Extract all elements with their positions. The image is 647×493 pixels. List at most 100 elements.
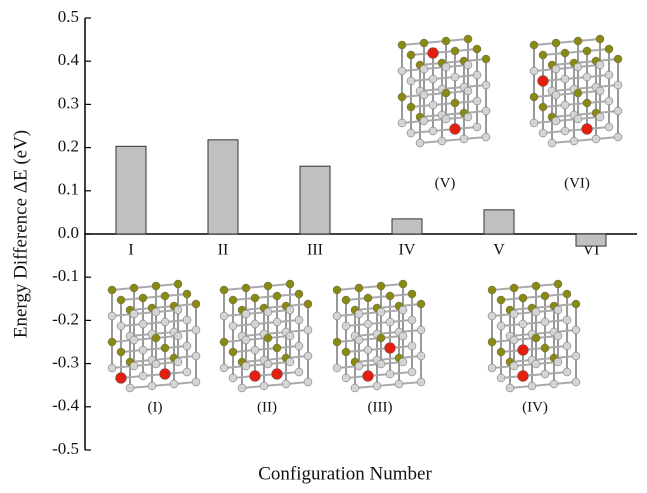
atom [419, 90, 429, 100]
atom [505, 383, 515, 393]
atom [529, 66, 539, 76]
atom [219, 311, 229, 321]
atom [613, 80, 623, 90]
atom [416, 351, 426, 361]
atom [487, 337, 497, 347]
atom [259, 381, 269, 391]
atom [398, 357, 408, 367]
atom [263, 333, 273, 343]
atom [581, 123, 593, 135]
atom [419, 116, 429, 126]
atom [182, 341, 192, 351]
atom [271, 368, 283, 380]
atom [463, 60, 473, 70]
atom [538, 102, 548, 112]
atom [173, 331, 183, 341]
structure-inset [397, 34, 491, 148]
atom [427, 47, 439, 59]
atom [481, 132, 491, 142]
bar [575, 233, 607, 247]
atom [219, 337, 229, 347]
atom [407, 289, 417, 299]
atom [571, 325, 581, 335]
atom [363, 293, 373, 303]
atom [281, 379, 291, 389]
atom [107, 311, 117, 321]
atom [407, 367, 417, 377]
atom [125, 383, 135, 393]
atom [191, 351, 201, 361]
bar [207, 139, 239, 235]
atom [573, 88, 583, 98]
atom [540, 369, 550, 379]
atom [332, 337, 342, 347]
atom [487, 363, 497, 373]
y-axis-title: Energy Difference ΔE (eV) [10, 130, 31, 338]
atom [385, 369, 395, 379]
x-tick-label: V [493, 242, 505, 259]
atom [394, 379, 404, 389]
atom [419, 38, 429, 48]
atom [250, 293, 260, 303]
atom [303, 325, 313, 335]
atom [531, 333, 541, 343]
atom [272, 343, 282, 353]
atom [562, 289, 572, 299]
atom [160, 343, 170, 353]
atom [228, 347, 238, 357]
atom [573, 114, 583, 124]
atom [562, 367, 572, 377]
inset-label: (VI) [564, 175, 590, 191]
atom [376, 333, 386, 343]
atom [441, 88, 451, 98]
atom [354, 361, 364, 371]
atom [562, 315, 572, 325]
atom [285, 357, 295, 367]
structure-inset [487, 279, 581, 393]
atom [613, 106, 623, 116]
atom [569, 136, 579, 146]
atom [250, 319, 260, 329]
atom [363, 319, 373, 329]
atom [397, 118, 407, 128]
bar [299, 165, 331, 235]
atom [191, 325, 201, 335]
atom [169, 379, 179, 389]
atom [151, 359, 161, 369]
atom [397, 92, 407, 102]
atom [416, 377, 426, 387]
atom [151, 281, 161, 291]
atom [537, 75, 549, 87]
atom [385, 317, 395, 327]
atom [138, 345, 148, 355]
structure-inset [107, 279, 201, 393]
atom [441, 36, 451, 46]
atom [191, 299, 201, 309]
atom [509, 309, 519, 319]
atom [571, 299, 581, 309]
atom [159, 368, 171, 380]
atom [604, 122, 614, 132]
inset-label: (III) [368, 399, 393, 415]
atom [540, 291, 550, 301]
atom [376, 281, 386, 291]
atom [551, 64, 561, 74]
atom [406, 102, 416, 112]
atom [560, 48, 570, 58]
atom [285, 305, 295, 315]
atom [529, 40, 539, 50]
atom [613, 54, 623, 64]
y-tick-label: 0.3 [58, 93, 79, 112]
atom [376, 307, 386, 317]
atom [116, 321, 126, 331]
atom [487, 285, 497, 295]
y-tick-label: 0.1 [58, 180, 79, 199]
atom [354, 309, 364, 319]
atom [553, 305, 563, 315]
atom [538, 128, 548, 138]
atom [249, 370, 261, 382]
atom [138, 293, 148, 303]
atom [219, 363, 229, 373]
atom [472, 70, 482, 80]
atom [303, 299, 313, 309]
